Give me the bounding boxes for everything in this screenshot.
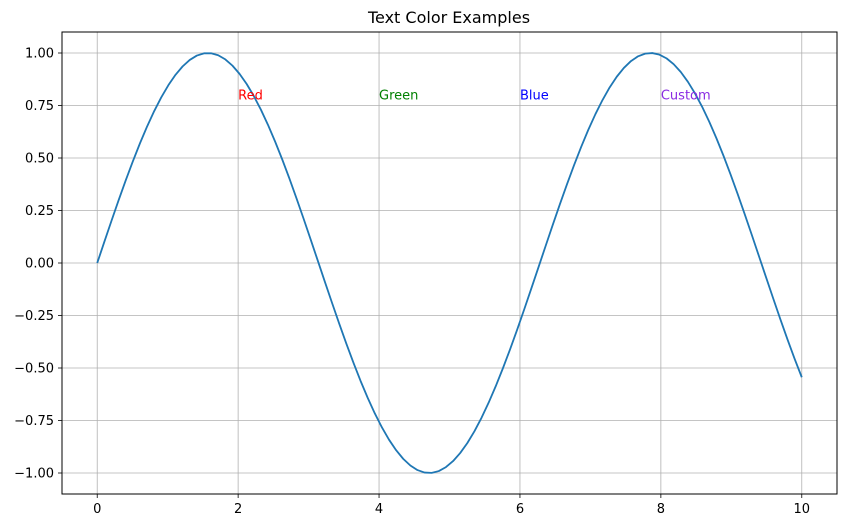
y-tick-label-6: 0.50 xyxy=(25,152,54,167)
annotation-layer: Red Green Blue Custom xyxy=(238,89,711,104)
x-tick-label-2: 4 xyxy=(375,502,383,517)
x-tick-label-3: 6 xyxy=(516,502,524,517)
annotation-red: Red xyxy=(238,89,263,104)
y-tick-label-8: 1.00 xyxy=(25,47,54,62)
x-tick-label-0: 0 xyxy=(93,502,101,517)
chart-title: Text Color Examples xyxy=(367,8,530,27)
series-line-0 xyxy=(96,52,803,474)
y-tick-label-3: −0.25 xyxy=(14,309,54,324)
annotation-custom: Custom xyxy=(661,89,711,104)
x-tick-label-1: 2 xyxy=(234,502,242,517)
y-tick-label-2: −0.50 xyxy=(14,362,54,377)
y-tick-label-5: 0.25 xyxy=(25,204,54,219)
annotation-blue: Blue xyxy=(520,89,549,104)
annotation-green: Green xyxy=(379,89,418,104)
x-axis: 0 2 4 6 8 10 xyxy=(93,494,810,517)
y-tick-label-4: 0.00 xyxy=(25,257,54,272)
y-axis: −1.00 −0.75 −0.50 −0.25 0.00 0.25 0.50 0.75 1.00 xyxy=(14,47,62,482)
x-tick-label-5: 10 xyxy=(793,502,810,517)
x-tick-label-4: 8 xyxy=(657,502,665,517)
y-tick-label-7: 0.75 xyxy=(25,99,54,114)
y-tick-label-0: −1.00 xyxy=(14,467,54,482)
series-layer xyxy=(96,52,803,474)
y-tick-label-1: −0.75 xyxy=(14,414,54,429)
grid-layer xyxy=(62,32,837,494)
